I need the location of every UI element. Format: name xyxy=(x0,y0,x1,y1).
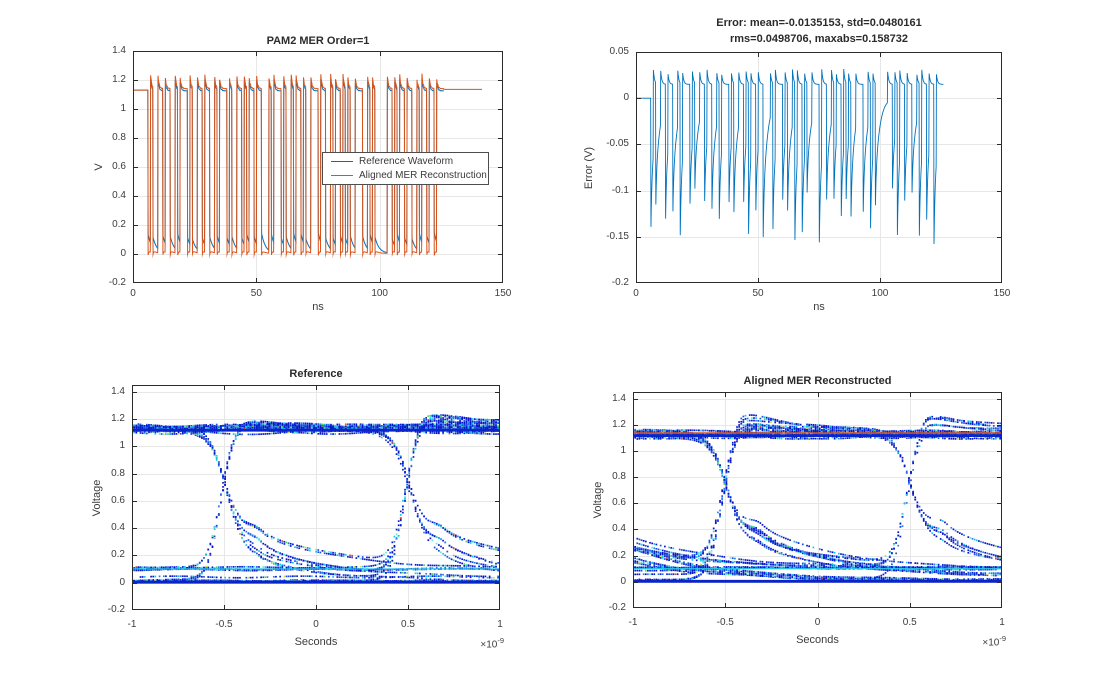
y-tick-label: 1.2 xyxy=(111,413,125,425)
error-title-line1: Error: mean=-0.0135153, std=0.0480161 xyxy=(716,17,922,29)
error-xlabel: ns xyxy=(813,301,825,313)
y-tick-label: -0.1 xyxy=(611,184,629,196)
x-tick-label: 0 xyxy=(130,288,136,299)
y-tick-label: 1 xyxy=(119,440,125,452)
y-tick-label: 0.8 xyxy=(112,132,126,143)
y-tick-label: -0.2 xyxy=(108,277,126,288)
y-tick-label: -0.2 xyxy=(608,602,626,613)
legend-label-aligned-mer: Aligned MER Reconstruction xyxy=(359,170,487,181)
x-tick-label: 150 xyxy=(993,288,1011,299)
eye-mer-xlabel: Seconds xyxy=(796,634,839,646)
x-tick-label: 0 xyxy=(633,288,639,299)
eye-reference-plot-canvas xyxy=(132,385,500,610)
y-tick-label: 1.4 xyxy=(612,392,626,404)
waveform-legend: Reference Waveform Aligned MER Reconstru… xyxy=(322,152,489,185)
x-tick-label: 0 xyxy=(313,619,319,630)
y-tick-label: 0.8 xyxy=(111,467,125,479)
y-tick-label: 1 xyxy=(120,103,126,114)
x-tick-label: -1 xyxy=(127,619,137,630)
waveform-title: PAM2 MER Order=1 xyxy=(266,35,370,47)
y-tick-label: 0.8 xyxy=(612,471,626,483)
y-tick-label: 0.6 xyxy=(112,161,126,172)
y-tick-label: 0.2 xyxy=(112,219,126,230)
x-tick-label: -1 xyxy=(628,617,638,628)
y-tick-label: 1 xyxy=(620,444,626,456)
y-tick-label: -0.05 xyxy=(606,138,629,150)
legend-row-aligned-mer: Aligned MER Reconstruction xyxy=(331,169,487,182)
y-tick-label: 1.2 xyxy=(112,74,126,85)
x-tick-label: 100 xyxy=(871,288,889,299)
legend-row-reference: Reference Waveform xyxy=(331,155,482,168)
error-title-line2: rms=0.0498706, maxabs=0.158732 xyxy=(730,33,908,45)
eye-mer-title: Aligned MER Reconstructed xyxy=(743,375,892,387)
y-tick-label: 1.2 xyxy=(612,418,626,430)
y-tick-label: 1.4 xyxy=(112,45,126,56)
y-tick-label: 0.05 xyxy=(609,46,629,57)
x-tick-label: 1 xyxy=(999,617,1005,628)
y-tick-label: 0 xyxy=(119,576,125,588)
aligned-mer-line-swatch xyxy=(331,175,353,176)
x-tick-label: 0.5 xyxy=(902,617,917,628)
legend-label-reference: Reference Waveform xyxy=(359,156,454,167)
y-tick-label: -0.15 xyxy=(606,230,629,242)
reference-line-swatch xyxy=(331,161,353,162)
y-tick-label: 0.4 xyxy=(612,523,626,535)
x-tick-label: 0.5 xyxy=(401,619,415,630)
y-tick-label: 0 xyxy=(623,92,629,104)
eye-mer-plot-canvas xyxy=(633,392,1002,608)
y-tick-label: 0 xyxy=(620,575,626,587)
error-title: Error: mean=-0.0135153, std=0.0480161 rm… xyxy=(636,15,1002,47)
y-tick-label: 0.6 xyxy=(612,497,626,509)
x-tick-label: 150 xyxy=(494,288,512,299)
error-plot-canvas xyxy=(636,52,1002,283)
waveform-xlabel: ns xyxy=(312,301,324,313)
y-tick-label: 0.2 xyxy=(111,549,125,561)
y-tick-label: 0.2 xyxy=(612,549,626,561)
x-tick-label: -0.5 xyxy=(716,617,734,628)
x-tick-label: 50 xyxy=(250,288,262,299)
x-tick-label: -0.5 xyxy=(215,619,233,630)
x-tick-label: 1 xyxy=(497,619,503,630)
y-tick-label: 1.4 xyxy=(111,385,125,397)
eye-reference-x-exponent: ×10-9 xyxy=(480,636,504,651)
eye-reference-title: Reference xyxy=(289,368,343,380)
y-tick-label: -0.2 xyxy=(611,277,629,288)
x-tick-label: 100 xyxy=(371,288,388,299)
x-tick-label: 50 xyxy=(752,288,764,299)
y-tick-label: 0 xyxy=(120,248,126,259)
eye-reference-xlabel: Seconds xyxy=(294,636,338,648)
y-tick-label: -0.2 xyxy=(107,604,125,615)
y-tick-label: 0.4 xyxy=(111,522,125,534)
x-tick-label: 0 xyxy=(814,617,821,628)
eye-mer-x-exponent: ×10-9 xyxy=(982,634,1006,649)
y-tick-label: 0.6 xyxy=(111,494,125,506)
y-tick-label: 0.4 xyxy=(112,190,126,201)
error-ylabel: Error (V) xyxy=(583,146,595,189)
